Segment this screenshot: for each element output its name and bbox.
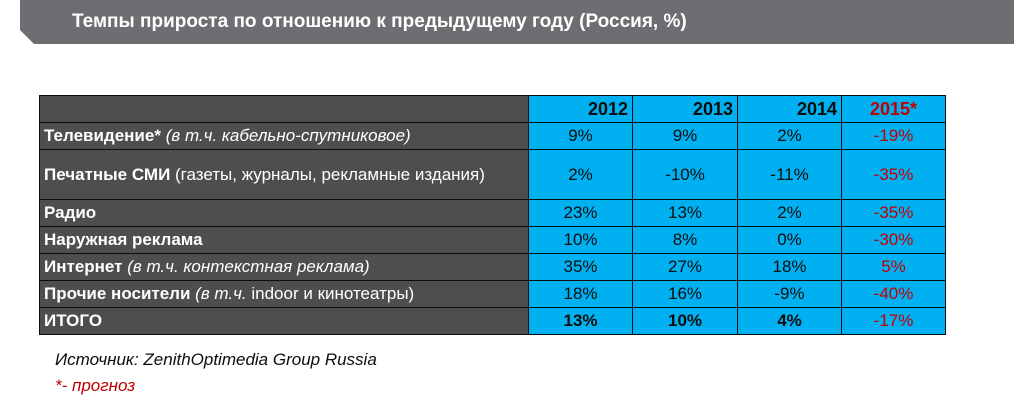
year-header: 2014 bbox=[737, 95, 842, 123]
value-cell: 0% bbox=[737, 226, 842, 254]
row-label-cell: Телевидение* (в т.ч. кабельно-спутниково… bbox=[39, 122, 529, 150]
value-cell: 13% bbox=[528, 307, 633, 335]
forecast-value-cell: -17% bbox=[841, 307, 946, 335]
row-label-cell: Печатные СМИ (газеты, журналы, рекламные… bbox=[39, 149, 529, 200]
value-cell: -10% bbox=[632, 149, 738, 200]
title-banner: Темпы прироста по отношению к предыдущем… bbox=[20, 0, 1014, 44]
value-cell: 10% bbox=[528, 226, 633, 254]
year-header: 2013 bbox=[632, 95, 738, 123]
table-corner-cell bbox=[39, 95, 529, 123]
row-label: ИТОГО bbox=[44, 311, 103, 330]
value-cell: 2% bbox=[737, 199, 842, 227]
value-cell: 9% bbox=[632, 122, 738, 150]
table-row: Телевидение* (в т.ч. кабельно-спутниково… bbox=[39, 122, 946, 150]
value-cell: 10% bbox=[632, 307, 738, 335]
table-row: Прочие носители (в т.ч. indoor и кинотеа… bbox=[39, 280, 946, 308]
row-label-cell: Наружная реклама bbox=[39, 226, 529, 254]
table-row: Печатные СМИ (газеты, журналы, рекламные… bbox=[39, 149, 946, 200]
row-label: Телевидение* bbox=[44, 126, 161, 145]
table-row: Наружная реклама 10% 8% 0% -30% bbox=[39, 226, 946, 254]
forecast-value-cell: -35% bbox=[841, 149, 946, 200]
row-note: (газеты, журналы, рекламные издания) bbox=[170, 164, 485, 184]
row-label-cell: ИТОГО bbox=[39, 307, 529, 335]
table-header-row: 2012 2013 2014 2015* bbox=[39, 95, 946, 123]
row-note: indoor и кинотеатры) bbox=[246, 284, 415, 303]
table-row: Радио 23% 13% 2% -35% bbox=[39, 199, 946, 227]
value-cell: 18% bbox=[737, 253, 842, 281]
row-label-cell: Интернет (в т.ч. контекстная реклама) bbox=[39, 253, 529, 281]
row-label-cell: Радио bbox=[39, 199, 529, 227]
forecast-value-cell: -19% bbox=[841, 122, 946, 150]
forecast-value-cell: 5% bbox=[841, 253, 946, 281]
value-cell: 2% bbox=[528, 149, 633, 200]
value-cell: 16% bbox=[632, 280, 738, 308]
source-note: Источник: ZenithOptimedia Group Russia bbox=[55, 350, 377, 369]
table-row: Интернет (в т.ч. контекстная реклама) 35… bbox=[39, 253, 946, 281]
page-title: Темпы прироста по отношению к предыдущем… bbox=[72, 11, 687, 32]
value-cell: 35% bbox=[528, 253, 633, 281]
row-note-italic: (в т.ч. bbox=[190, 284, 247, 303]
value-cell: 8% bbox=[632, 226, 738, 254]
row-label-cell: Прочие носители (в т.ч. indoor и кинотеа… bbox=[39, 280, 529, 308]
value-cell: 9% bbox=[528, 122, 633, 150]
row-label: Наружная реклама bbox=[44, 230, 203, 249]
row-label: Интернет bbox=[44, 257, 123, 276]
year-header-forecast: 2015* bbox=[841, 95, 946, 123]
row-label: Радио bbox=[44, 203, 97, 222]
row-note: (в т.ч. контекстная реклама) bbox=[122, 257, 370, 276]
row-note: (в т.ч. кабельно-спутниковое) bbox=[160, 126, 411, 145]
forecast-value-cell: -30% bbox=[841, 226, 946, 254]
forecast-value-cell: -40% bbox=[841, 280, 946, 308]
value-cell: 13% bbox=[632, 199, 738, 227]
forecast-footnote: *- прогноз bbox=[55, 376, 136, 395]
row-label: Прочие носители bbox=[44, 284, 191, 303]
forecast-value-cell: -35% bbox=[841, 199, 946, 227]
value-cell: -9% bbox=[737, 280, 842, 308]
value-cell: 23% bbox=[528, 199, 633, 227]
value-cell: 4% bbox=[737, 307, 842, 335]
total-row: ИТОГО 13% 10% 4% -17% bbox=[39, 307, 946, 335]
row-label: Печатные СМИ bbox=[44, 164, 171, 184]
growth-table: 2012 2013 2014 2015* Телевидение* (в т.ч… bbox=[39, 95, 946, 335]
value-cell: -11% bbox=[737, 149, 842, 200]
year-header: 2012 bbox=[528, 95, 633, 123]
value-cell: 27% bbox=[632, 253, 738, 281]
value-cell: 18% bbox=[528, 280, 633, 308]
value-cell: 2% bbox=[737, 122, 842, 150]
